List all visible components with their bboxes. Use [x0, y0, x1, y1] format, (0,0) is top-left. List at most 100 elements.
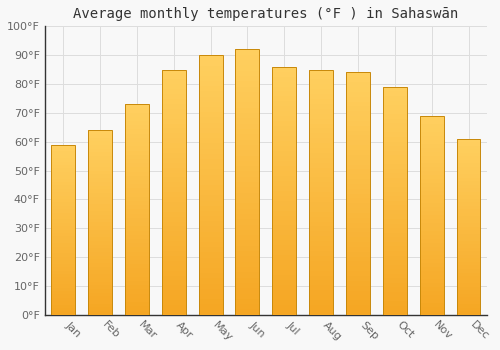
Bar: [456, 248, 480, 251]
Bar: [88, 230, 112, 233]
Bar: [162, 114, 186, 119]
Bar: [383, 187, 407, 192]
Bar: [236, 55, 260, 60]
Bar: [346, 174, 370, 179]
Bar: [88, 174, 112, 178]
Bar: [272, 141, 296, 146]
Bar: [51, 175, 75, 178]
Bar: [125, 302, 149, 306]
Bar: [125, 113, 149, 117]
Bar: [309, 285, 333, 290]
Bar: [51, 274, 75, 277]
Bar: [383, 224, 407, 228]
Bar: [383, 196, 407, 201]
Bar: [88, 267, 112, 271]
Bar: [162, 99, 186, 104]
Bar: [198, 118, 222, 122]
Bar: [88, 293, 112, 296]
Bar: [383, 292, 407, 296]
Bar: [346, 300, 370, 305]
Bar: [420, 287, 444, 291]
Bar: [420, 180, 444, 183]
Bar: [236, 246, 260, 251]
Bar: [346, 257, 370, 261]
Bar: [162, 187, 186, 192]
Bar: [125, 125, 149, 130]
Bar: [420, 311, 444, 315]
Bar: [125, 167, 149, 172]
Bar: [309, 310, 333, 315]
Bar: [456, 269, 480, 273]
Bar: [272, 102, 296, 106]
Bar: [272, 245, 296, 250]
Bar: [272, 305, 296, 310]
Bar: [383, 128, 407, 132]
Bar: [456, 251, 480, 255]
Bar: [456, 206, 480, 209]
Bar: [309, 99, 333, 104]
Bar: [346, 179, 370, 184]
Bar: [88, 226, 112, 230]
Bar: [125, 134, 149, 138]
Bar: [162, 128, 186, 133]
Bar: [420, 219, 444, 223]
Bar: [383, 265, 407, 269]
Bar: [420, 132, 444, 135]
Bar: [272, 236, 296, 240]
Bar: [236, 209, 260, 214]
Bar: [51, 206, 75, 209]
Bar: [125, 277, 149, 281]
Bar: [51, 301, 75, 304]
Bar: [383, 169, 407, 174]
Bar: [420, 144, 444, 148]
Bar: [383, 160, 407, 164]
Bar: [420, 255, 444, 259]
Bar: [51, 226, 75, 230]
Bar: [162, 75, 186, 79]
Bar: [420, 211, 444, 215]
Bar: [198, 242, 222, 247]
Bar: [383, 183, 407, 187]
Bar: [236, 214, 260, 219]
Bar: [383, 283, 407, 287]
Bar: [309, 275, 333, 280]
Bar: [272, 265, 296, 270]
Bar: [346, 82, 370, 87]
Bar: [456, 167, 480, 170]
Bar: [420, 172, 444, 175]
Bar: [162, 212, 186, 217]
Bar: [456, 234, 480, 237]
Bar: [198, 294, 222, 299]
Bar: [346, 169, 370, 174]
Bar: [162, 148, 186, 153]
Bar: [272, 126, 296, 131]
Bar: [309, 305, 333, 310]
Bar: [346, 121, 370, 126]
Bar: [456, 188, 480, 191]
Bar: [162, 202, 186, 207]
Bar: [420, 152, 444, 155]
Bar: [88, 138, 112, 141]
Bar: [456, 223, 480, 227]
Bar: [309, 173, 333, 177]
Bar: [236, 193, 260, 198]
Bar: [420, 231, 444, 235]
Bar: [346, 252, 370, 257]
Bar: [383, 306, 407, 310]
Bar: [51, 294, 75, 298]
Bar: [420, 243, 444, 247]
Bar: [309, 251, 333, 256]
Bar: [420, 183, 444, 187]
Bar: [236, 65, 260, 71]
Bar: [125, 239, 149, 243]
Bar: [346, 155, 370, 160]
Bar: [125, 260, 149, 264]
Bar: [125, 104, 149, 315]
Bar: [88, 252, 112, 256]
Bar: [162, 182, 186, 187]
Bar: [236, 172, 260, 177]
Bar: [51, 151, 75, 155]
Bar: [51, 145, 75, 148]
Bar: [456, 241, 480, 244]
Bar: [456, 184, 480, 188]
